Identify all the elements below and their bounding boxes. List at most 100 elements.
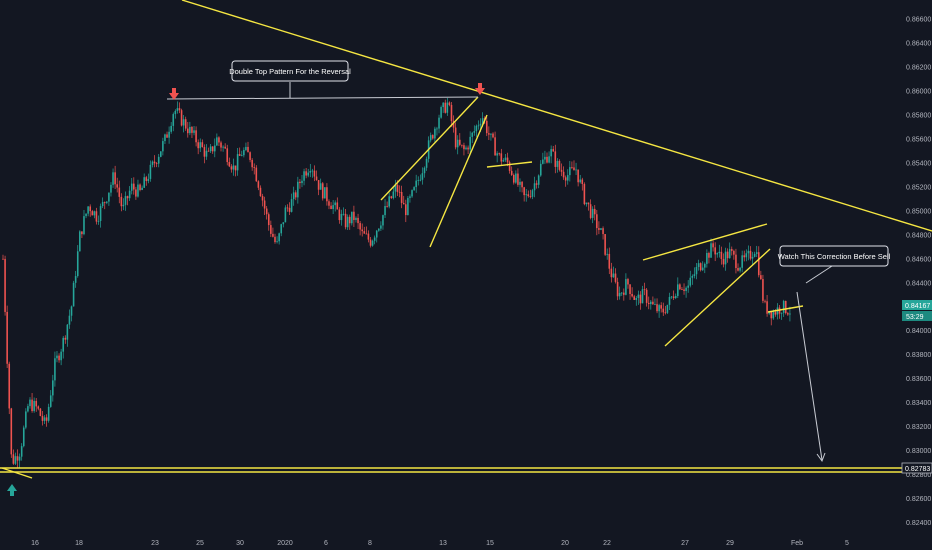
candle-body: [442, 102, 444, 108]
candle-body: [236, 154, 239, 171]
bottom-touch-line[interactable]: [1, 467, 33, 479]
candle-body: [602, 228, 604, 235]
candle-body: [496, 153, 498, 156]
price-tick-label: 0.86400: [906, 41, 931, 48]
candle-body: [770, 311, 773, 319]
main-downtrend-line[interactable]: [181, 0, 932, 232]
candle-body: [419, 179, 422, 181]
price-tick-label: 0.85200: [906, 184, 931, 191]
candle-body: [606, 253, 609, 255]
candle-body: [284, 207, 287, 223]
rising-wedge-2-upper[interactable]: [642, 223, 768, 261]
candle-body: [261, 196, 264, 201]
candle-body: [394, 184, 397, 192]
candle-body: [251, 159, 253, 168]
candle-body: [116, 184, 118, 188]
candle-body: [396, 184, 399, 192]
candle-body: [504, 157, 507, 161]
candle-body: [566, 175, 569, 181]
price-tick-label: 0.83400: [906, 400, 931, 407]
candle-body: [739, 267, 741, 271]
candle-body: [635, 297, 638, 300]
candle-body: [760, 275, 762, 280]
candle-body: [687, 285, 689, 288]
candle-body: [35, 400, 38, 407]
candle-body: [87, 206, 89, 214]
price-tick-label: 0.85000: [906, 208, 931, 215]
candle-body: [469, 136, 471, 150]
candle-body: [99, 206, 102, 221]
candle-body: [153, 161, 156, 164]
candle-body: [492, 133, 494, 138]
candle-body: [334, 202, 337, 206]
candle-body: [272, 233, 274, 237]
candle-body: [652, 301, 654, 305]
candle-body: [587, 202, 590, 205]
rising-wedge-1-upper[interactable]: [380, 96, 479, 201]
candle-body: [220, 142, 222, 148]
candle-body: [122, 204, 125, 207]
candle-body: [168, 131, 170, 138]
candle-body: [726, 251, 729, 259]
candle-body: [176, 108, 179, 111]
candle-body: [292, 192, 295, 200]
candle-body: [757, 252, 760, 276]
candle-body: [110, 184, 112, 193]
candle-body: [193, 130, 195, 133]
candle-body: [683, 289, 685, 291]
countdown-text: 53:29: [906, 314, 924, 321]
candle-body: [112, 172, 114, 185]
candle-body: [749, 250, 752, 259]
time-tick-label: 16: [31, 540, 39, 547]
candle-body: [16, 456, 19, 461]
candle-body: [724, 251, 727, 265]
candle-body: [465, 147, 467, 150]
candle-body: [417, 180, 420, 181]
candle-body: [550, 149, 552, 157]
candle-body: [8, 363, 11, 409]
candle-body: [728, 249, 731, 259]
annotation-double-top[interactable]: Double Top Pattern For the Reversal: [229, 60, 351, 82]
rising-wedge-1-lower[interactable]: [429, 114, 488, 248]
candle-body: [66, 324, 69, 340]
candle-body: [473, 131, 476, 133]
annotation-correction[interactable]: Watch This Correction Before Sell: [778, 245, 891, 267]
candle-body: [579, 179, 582, 183]
candle-body: [751, 256, 754, 259]
candle-body: [216, 137, 218, 146]
flag-1-bottom[interactable]: [486, 161, 533, 168]
candle-body: [558, 160, 561, 170]
candle-body: [346, 216, 349, 228]
candle-body: [612, 273, 615, 278]
current-correction-bottom[interactable]: [767, 305, 804, 313]
candle-body: [274, 236, 276, 243]
candle-body: [596, 214, 598, 229]
candle-body: [218, 137, 220, 143]
candle-body: [278, 233, 280, 242]
candle-body: [506, 157, 509, 163]
candle-body: [658, 305, 660, 312]
time-axis[interactable]: 16 18 23 25 30 2020 6 8 13 15 20 22 27 29 Feb 5: [31, 540, 849, 547]
price-tick-label: 0.85400: [906, 160, 931, 167]
candle-body: [706, 252, 708, 264]
candle-body: [344, 213, 347, 228]
candle-body: [2, 258, 4, 260]
candle-body: [500, 153, 503, 162]
candle-body: [458, 139, 461, 145]
candle-body: [440, 107, 442, 118]
candle-body: [782, 300, 785, 313]
candle-body: [361, 229, 364, 232]
candle-body: [41, 415, 44, 421]
rising-wedge-2-lower[interactable]: [664, 248, 771, 347]
price-tick-label: 0.86000: [906, 89, 931, 96]
candle-body: [444, 102, 447, 113]
candle-body: [371, 240, 374, 246]
price-tick-label: 0.82800: [906, 472, 931, 479]
candle-body: [319, 183, 322, 190]
candle-body: [434, 128, 436, 139]
price-tick-label: 0.83800: [906, 352, 931, 359]
candle-body: [772, 312, 775, 319]
candle-body: [166, 134, 168, 138]
price-axis[interactable]: 0.86600 0.86400 0.86200 0.86000 0.85800 0.856…: [906, 17, 931, 527]
